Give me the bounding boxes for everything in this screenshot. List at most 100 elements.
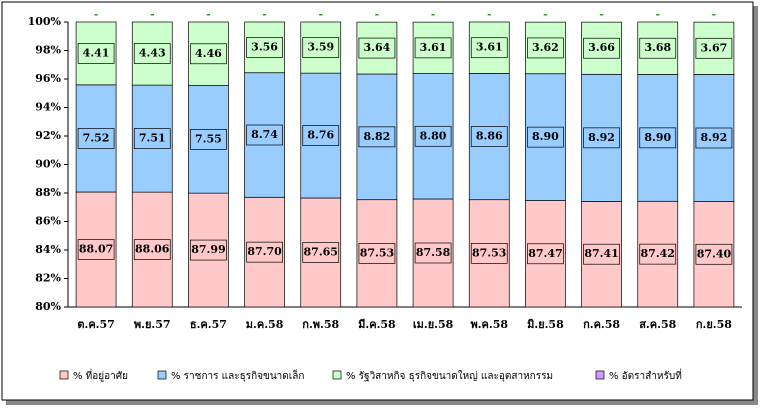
value-label-box bbox=[470, 242, 508, 264]
value-label-box bbox=[527, 37, 564, 59]
y-tick-label: 86% bbox=[35, 215, 61, 228]
x-tick-label: เม.ย.58 bbox=[413, 318, 454, 331]
bar-segment bbox=[525, 200, 566, 308]
value-label: 8.90 bbox=[532, 130, 559, 143]
value-label-box bbox=[695, 127, 733, 149]
bar-segment bbox=[300, 72, 342, 199]
bar-segment bbox=[244, 21, 285, 74]
value-label-box bbox=[133, 43, 171, 64]
value-label: - bbox=[543, 8, 548, 21]
value-label: 7.55 bbox=[195, 132, 222, 145]
value-label: 87.70 bbox=[247, 245, 282, 258]
value-label-box bbox=[246, 37, 283, 58]
value-label: 8.92 bbox=[588, 131, 615, 144]
value-label-box bbox=[77, 43, 115, 64]
x-tick-label: ต.ค.57 bbox=[77, 318, 114, 331]
value-label: 87.53 bbox=[360, 246, 394, 259]
value-label-box bbox=[133, 128, 171, 149]
value-label: - bbox=[655, 8, 660, 21]
value-label: 8.90 bbox=[644, 131, 671, 144]
value-label: 8.76 bbox=[307, 129, 334, 142]
value-label: 87.41 bbox=[584, 247, 618, 260]
value-label-box bbox=[695, 243, 733, 265]
value-label-box bbox=[695, 37, 733, 59]
x-tick-label: ธ.ค.57 bbox=[190, 318, 227, 331]
value-label: - bbox=[318, 8, 323, 21]
bar-segment bbox=[131, 21, 173, 86]
value-label-box bbox=[470, 126, 508, 147]
value-label: 87.42 bbox=[641, 247, 675, 260]
value-label: - bbox=[487, 8, 492, 21]
legend-swatch bbox=[595, 370, 605, 380]
value-label: 87.53 bbox=[472, 246, 506, 259]
value-label: 87.65 bbox=[304, 245, 338, 258]
legend-label: % รัฐวิสาหกิจ ธุรกิจขนาดใหญ่ และอุตสาหกร… bbox=[346, 370, 553, 382]
bar-segment bbox=[188, 85, 229, 194]
x-tick-label: ก.ค.58 bbox=[583, 318, 620, 331]
value-label: 8.92 bbox=[701, 131, 728, 144]
bar-segment bbox=[581, 21, 622, 75]
value-label: 3.56 bbox=[251, 40, 278, 53]
value-label-box bbox=[639, 37, 677, 59]
value-label: - bbox=[599, 8, 604, 21]
value-label-box bbox=[414, 242, 452, 264]
value-label: - bbox=[712, 8, 717, 21]
value-label: 87.40 bbox=[697, 247, 732, 260]
bar-segment bbox=[188, 192, 229, 308]
legend-swatch bbox=[157, 370, 167, 380]
value-label: 3.61 bbox=[476, 41, 503, 54]
bar-segment bbox=[468, 21, 510, 74]
bar-segment bbox=[693, 74, 735, 202]
x-tick-label: ก.ย.58 bbox=[696, 318, 732, 331]
bar-segment bbox=[244, 196, 285, 308]
value-label-box bbox=[302, 242, 340, 263]
value-label-box bbox=[527, 126, 564, 148]
bar-segment bbox=[637, 200, 679, 308]
value-label: 87.58 bbox=[416, 246, 451, 259]
bar-segment bbox=[356, 21, 398, 75]
y-tick-label: 80% bbox=[35, 300, 61, 313]
value-label-box bbox=[639, 127, 677, 149]
y-tick-label: 92% bbox=[35, 129, 61, 142]
value-label: 8.80 bbox=[420, 129, 447, 142]
value-label: - bbox=[206, 8, 211, 21]
y-tick-label: 82% bbox=[35, 272, 61, 285]
bar-segment bbox=[75, 84, 117, 193]
value-label-box bbox=[583, 37, 620, 59]
bar-segment bbox=[75, 191, 117, 308]
legend-label: % ที่อยู่อาศัย bbox=[73, 368, 128, 382]
value-label-box bbox=[190, 43, 227, 65]
y-tick-label: 96% bbox=[35, 72, 61, 85]
y-tick-label: 90% bbox=[35, 158, 61, 171]
value-label: 7.51 bbox=[139, 132, 166, 145]
bar-segment bbox=[693, 201, 735, 308]
value-label: 3.68 bbox=[644, 41, 671, 54]
y-tick-label: 88% bbox=[35, 186, 61, 199]
value-label: 87.99 bbox=[191, 243, 225, 256]
value-label-box bbox=[639, 243, 677, 265]
x-tick-label: พ.ค.58 bbox=[470, 318, 508, 331]
value-label-box bbox=[358, 242, 396, 264]
bar-segment bbox=[581, 201, 622, 308]
value-label: - bbox=[94, 8, 99, 21]
legend-swatch bbox=[332, 370, 342, 380]
value-label-box bbox=[302, 125, 340, 146]
x-tick-label: พ.ย.57 bbox=[134, 318, 171, 331]
value-label-box bbox=[246, 124, 283, 146]
bar-segment bbox=[244, 72, 285, 198]
bar-segment bbox=[412, 198, 454, 308]
value-label-box bbox=[527, 243, 564, 265]
bar-segment bbox=[75, 21, 117, 86]
value-label: 3.61 bbox=[420, 41, 447, 54]
value-label-box bbox=[414, 125, 452, 147]
y-tick-label: 94% bbox=[35, 101, 61, 114]
value-label-box bbox=[190, 239, 227, 261]
value-label: - bbox=[262, 8, 267, 21]
value-label: 88.07 bbox=[79, 243, 113, 256]
value-label-box bbox=[414, 37, 452, 59]
value-label: 3.59 bbox=[307, 41, 334, 54]
bar-segment bbox=[412, 21, 454, 74]
value-label: 8.74 bbox=[251, 128, 278, 141]
value-label-box bbox=[302, 37, 340, 58]
